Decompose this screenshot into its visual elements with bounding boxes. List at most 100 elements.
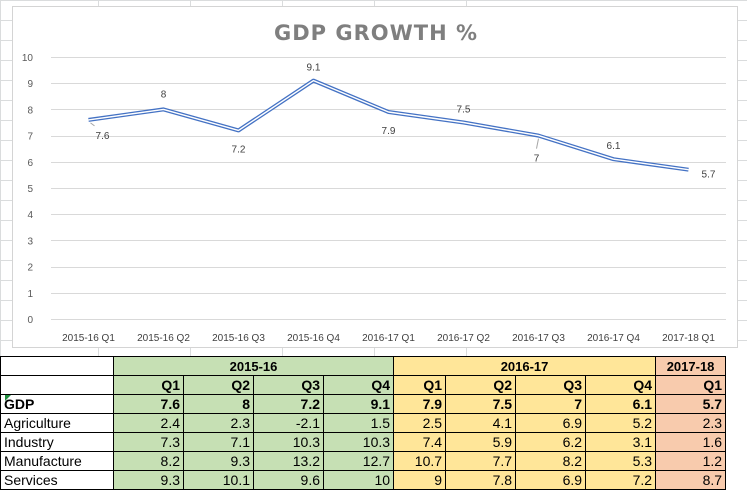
- quarter-header-5[interactable]: Q2: [445, 375, 517, 395]
- data-label-5: 7.5: [457, 105, 471, 116]
- table-cell[interactable]: 3.1: [585, 432, 657, 452]
- y-tick-label-2: 2: [27, 263, 33, 274]
- y-tick-label-8: 8: [27, 105, 33, 116]
- table-cell[interactable]: -2.1: [253, 413, 324, 433]
- x-tick-label-8: 2017-18 Q1: [662, 333, 715, 344]
- table-cell[interactable]: 2.5: [393, 413, 447, 433]
- table-cell[interactable]: 4.1: [445, 413, 517, 433]
- data-label-leader-0: [90, 122, 95, 127]
- quarter-header-8[interactable]: Q1: [655, 375, 727, 395]
- table-row: Industry 7.3 7.1 10.3 10.3 7.4 5.9 6.2 3.1 1.6: [0, 432, 727, 452]
- y-tick-label-1: 1: [27, 289, 33, 300]
- x-tick-label-2: 2015-16 Q3: [212, 333, 265, 344]
- data-label-1: 8: [161, 89, 167, 100]
- table-cell[interactable]: 7: [515, 394, 587, 414]
- data-label-7: 6.1: [607, 141, 621, 152]
- table-cell[interactable]: 1.6: [655, 432, 727, 452]
- x-tick-label-1: 2015-16 Q2: [137, 333, 190, 344]
- table-cell[interactable]: 10.1: [183, 470, 254, 490]
- table-cell[interactable]: 6.2: [515, 432, 587, 452]
- table-cell[interactable]: 13.2: [253, 451, 324, 471]
- table-cell[interactable]: 7.9: [393, 394, 447, 414]
- table-cell[interactable]: 8.2: [113, 451, 184, 471]
- table-cell[interactable]: 5.7: [655, 394, 727, 414]
- row-label-gdp[interactable]: GDP: [0, 394, 114, 414]
- year-header-row: 2015-16 2016-17 2017-18: [0, 356, 727, 376]
- year-header-2016-17[interactable]: 2016-17: [393, 356, 657, 376]
- chart-title: GDP GROWTH %: [273, 21, 479, 45]
- table-cell[interactable]: 7.6: [113, 394, 184, 414]
- y-tick-label-7: 7: [27, 132, 33, 143]
- gdp-growth-chart[interactable]: GDP GROWTH % 0 1 2 3 4 5 6 7 8 9 10 2015-16 Q1 2015-…: [12, 6, 738, 348]
- quarter-header-7[interactable]: Q4: [585, 375, 657, 395]
- table-cell[interactable]: 2.3: [655, 413, 727, 433]
- quarter-header-4[interactable]: Q1: [393, 375, 447, 395]
- table-cell[interactable]: 9: [393, 470, 447, 490]
- data-label-4: 7.9: [382, 126, 396, 137]
- data-label-2: 7.2: [232, 144, 246, 155]
- table-cell[interactable]: 6.9: [515, 413, 587, 433]
- header-corner-cell-2[interactable]: [0, 375, 114, 395]
- table-cell[interactable]: 8.2: [515, 451, 587, 471]
- table-row: GDP 7.6 8 7.2 9.1 7.9 7.5 7 6.1 5.7: [0, 394, 727, 414]
- quarter-header-0[interactable]: Q1: [113, 375, 184, 395]
- table-cell[interactable]: 10.3: [253, 432, 324, 452]
- data-label-0: 7.6: [96, 131, 110, 142]
- x-tick-label-0: 2015-16 Q1: [62, 333, 115, 344]
- quarter-header-6[interactable]: Q3: [515, 375, 587, 395]
- x-tick-label-5: 2016-17 Q2: [437, 333, 490, 344]
- data-label-leader-6: [536, 138, 539, 149]
- quarter-header-row: Q1 Q2 Q3 Q4 Q1 Q2 Q3 Q4 Q1: [0, 375, 727, 395]
- table-cell[interactable]: 9.6: [253, 470, 324, 490]
- table-cell[interactable]: 12.7: [322, 451, 395, 471]
- table-cell[interactable]: 8: [183, 394, 254, 414]
- table-cell[interactable]: 9.1: [322, 394, 395, 414]
- table-cell[interactable]: 1.2: [655, 451, 727, 471]
- table-cell[interactable]: 10.3: [322, 432, 395, 452]
- data-label-8: 5.7: [702, 170, 716, 181]
- y-tick-label-3: 3: [27, 236, 33, 247]
- data-label-6: 7: [534, 154, 540, 165]
- table-cell[interactable]: 7.1: [183, 432, 254, 452]
- quarter-header-1[interactable]: Q2: [183, 375, 254, 395]
- row-label-manufacture[interactable]: Manufacture: [0, 451, 114, 471]
- table-cell[interactable]: 7.4: [393, 432, 447, 452]
- table-cell[interactable]: 10.7: [393, 451, 447, 471]
- table-cell[interactable]: 7.2: [253, 394, 324, 414]
- table-cell[interactable]: 2.4: [113, 413, 184, 433]
- y-tick-label-10: 10: [22, 53, 34, 64]
- quarter-header-2[interactable]: Q3: [253, 375, 324, 395]
- table-cell[interactable]: 5.3: [585, 451, 657, 471]
- header-corner-cell[interactable]: [0, 356, 114, 376]
- table-cell[interactable]: 9.3: [113, 470, 184, 490]
- table-row: Manufacture 8.2 9.3 13.2 12.7 10.7 7.7 8.2 5.3 1.…: [0, 451, 727, 471]
- row-label-agriculture[interactable]: Agriculture: [0, 413, 114, 433]
- table-cell[interactable]: 5.9: [445, 432, 517, 452]
- table-cell[interactable]: 7.2: [585, 470, 657, 490]
- year-header-2017-18[interactable]: 2017-18: [655, 356, 727, 376]
- table-cell[interactable]: 9.3: [183, 451, 254, 471]
- table-cell[interactable]: 7.5: [445, 394, 517, 414]
- table-cell[interactable]: 10: [322, 470, 395, 490]
- table-cell[interactable]: 6.9: [515, 470, 587, 490]
- row-label-industry[interactable]: Industry: [0, 432, 114, 452]
- table-cell[interactable]: 7.8: [445, 470, 517, 490]
- table-cell[interactable]: 5.2: [585, 413, 657, 433]
- table-cell[interactable]: 2.3: [183, 413, 254, 433]
- y-tick-label-5: 5: [27, 184, 33, 195]
- row-label-services[interactable]: Services: [0, 470, 114, 490]
- y-tick-label-9: 9: [27, 79, 33, 90]
- year-header-2015-16[interactable]: 2015-16: [112, 356, 395, 376]
- table-row: Agriculture 2.4 2.3 -2.1 1.5 2.5 4.1 6.9 5.2 2.3: [0, 413, 727, 433]
- y-tick-label-0: 0: [27, 315, 33, 326]
- table-row: Services 9.3 10.1 9.6 10 9 7.8 6.9 7.2 8.7: [0, 470, 727, 490]
- quarter-header-3[interactable]: Q4: [322, 375, 395, 395]
- y-tick-label-4: 4: [27, 210, 33, 221]
- table-cell[interactable]: 7.3: [113, 432, 184, 452]
- table-cell[interactable]: 6.1: [585, 394, 657, 414]
- table-cell[interactable]: 1.5: [322, 413, 395, 433]
- x-tick-label-3: 2015-16 Q4: [287, 333, 340, 344]
- table-cell[interactable]: 7.7: [445, 451, 517, 471]
- x-tick-label-4: 2016-17 Q1: [362, 333, 415, 344]
- table-cell[interactable]: 8.7: [655, 470, 727, 490]
